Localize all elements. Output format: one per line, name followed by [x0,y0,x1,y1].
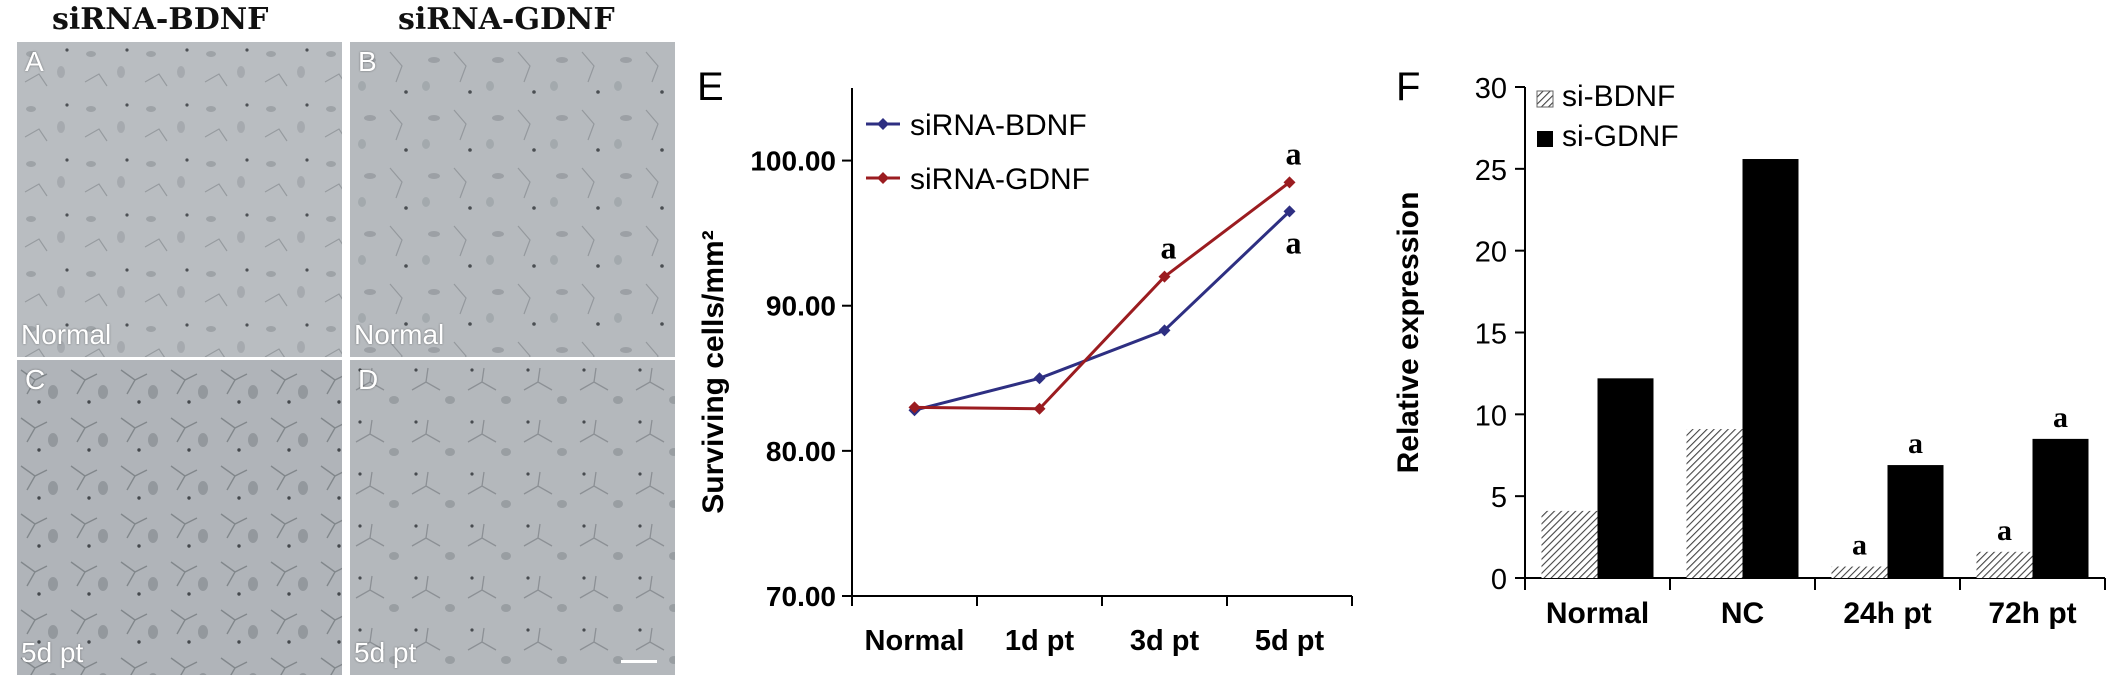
micrograph-image [350,360,675,675]
data-point [1283,205,1296,218]
y-tick-label: 5 [1491,482,1507,514]
panel-condition: Normal [21,319,112,350]
bar-si-gdnf [1597,378,1654,578]
significance-annotation: a [1286,135,1302,171]
legend-label: si-GDNF [1562,120,1679,153]
y-tick-label: 90.00 [766,291,836,322]
y-tick-label: 20 [1475,237,1507,269]
bar-si-gdnf [1742,159,1799,578]
x-tick-label: NC [1721,597,1764,630]
bar-si-bdnf [1976,551,2033,578]
data-point [1033,402,1046,415]
y-tick-label: 80.00 [766,436,836,467]
legend-swatch [1537,131,1553,147]
bar-si-gdnf [1887,465,1944,578]
y-tick-label: 100.00 [750,146,836,177]
y-tick-label: 25 [1475,155,1507,187]
micrograph-panel-d: D 5d pt [350,360,675,675]
micrograph-image [17,42,342,357]
y-tick-label: 15 [1475,319,1507,351]
data-point [1033,372,1046,385]
column-title-gdnf: siRNA-GDNF [398,2,615,37]
panel-condition: 5d pt [354,637,417,668]
micrograph-panel-c: C 5d pt [17,360,342,675]
legend-label: siRNA-BDNF [910,109,1087,142]
x-tick-label: 5d pt [1255,625,1325,657]
series-line-sirna-bdnf [914,210,1291,412]
legend-label: si-BDNF [1562,80,1675,113]
x-tick-label: 3d pt [1130,625,1200,657]
bar-si-gdnf [2032,438,2089,578]
significance-annotation: a [1286,224,1302,260]
column-title-bdnf: siRNA-BDNF [52,2,269,37]
data-point [1158,270,1171,283]
y-tick-label: 10 [1475,400,1507,432]
bar-si-bdnf [1686,429,1743,578]
significance-annotation: a [2053,401,2068,434]
legend-marker [877,172,889,184]
data-point [1158,324,1171,337]
micrograph-panel-a: A Normal [17,42,342,357]
x-tick-label: Normal [1546,597,1649,630]
panel-letter-f: F [1396,65,1420,109]
legend-label: siRNA-GDNF [910,163,1090,196]
x-tick-label: 72h pt [1988,597,2076,630]
panel-letter: A [25,46,44,77]
panel-condition: 5d pt [21,637,84,668]
y-tick-label: 0 [1491,564,1507,596]
x-tick-label: 1d pt [1005,625,1075,657]
significance-annotation: a [1997,514,2012,547]
micrograph-image [17,360,342,675]
y-tick-label: 70.00 [766,581,836,612]
bar-si-bdnf [1541,510,1598,578]
x-tick-label: 24h pt [1843,597,1931,630]
significance-annotation: a [1852,529,1867,562]
significance-annotation: a [1161,230,1177,266]
y-axis-label: Relative expression [1392,192,1425,474]
micrograph-panel-b: B Normal [350,42,675,357]
significance-annotation: a [1908,427,1923,460]
legend-swatch [1536,90,1554,108]
panel-condition: Normal [354,319,445,350]
bar-si-bdnf [1831,566,1888,578]
y-tick-label: 30 [1475,73,1507,105]
y-axis-label: Surviving cells/mm² [697,230,730,513]
series-line-sirna-gdnf [914,181,1291,411]
legend-marker [877,118,889,130]
panel-letter: D [358,364,379,395]
panel-letter: B [358,46,377,77]
panel-letter: C [25,364,46,395]
x-tick-label: Normal [865,625,965,657]
scale-bar [621,660,657,663]
panel-letter-e: E [697,65,724,109]
micrograph-image [350,42,675,357]
data-point [1283,176,1296,189]
data-point [908,401,921,414]
